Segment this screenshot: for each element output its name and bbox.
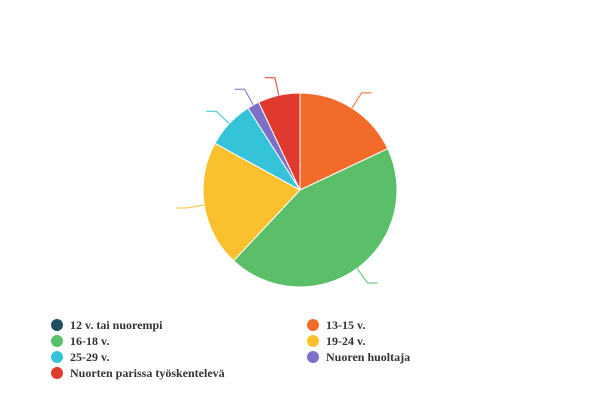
legend-label: Nuoren huoltaja bbox=[326, 350, 410, 364]
leader-line bbox=[176, 204, 205, 209]
leader-line bbox=[351, 92, 372, 109]
legend-marker bbox=[51, 351, 63, 363]
legend-label: Nuorten parissa työskentelevä bbox=[70, 366, 225, 380]
legend-marker bbox=[307, 335, 319, 347]
leader-line bbox=[264, 77, 280, 96]
legend-label: 19-24 v. bbox=[326, 334, 365, 348]
legend-label: 13-15 v. bbox=[326, 318, 365, 332]
pie-slice bbox=[232, 148, 398, 288]
legend-label: 12 v. tai nuorempi bbox=[70, 318, 163, 332]
leader-line bbox=[234, 88, 254, 106]
legend-marker bbox=[51, 319, 63, 331]
leader-line bbox=[206, 110, 230, 124]
legend-marker bbox=[51, 335, 63, 347]
pie-slice bbox=[299, 92, 389, 191]
legend-marker bbox=[307, 351, 319, 363]
pie-slice bbox=[258, 92, 301, 191]
leader-line bbox=[356, 268, 378, 284]
legend-label: 16-18 v. bbox=[70, 334, 109, 348]
legend-label: 25-29 v. bbox=[70, 350, 109, 364]
legend-marker bbox=[307, 319, 319, 331]
legend-marker bbox=[51, 367, 63, 379]
